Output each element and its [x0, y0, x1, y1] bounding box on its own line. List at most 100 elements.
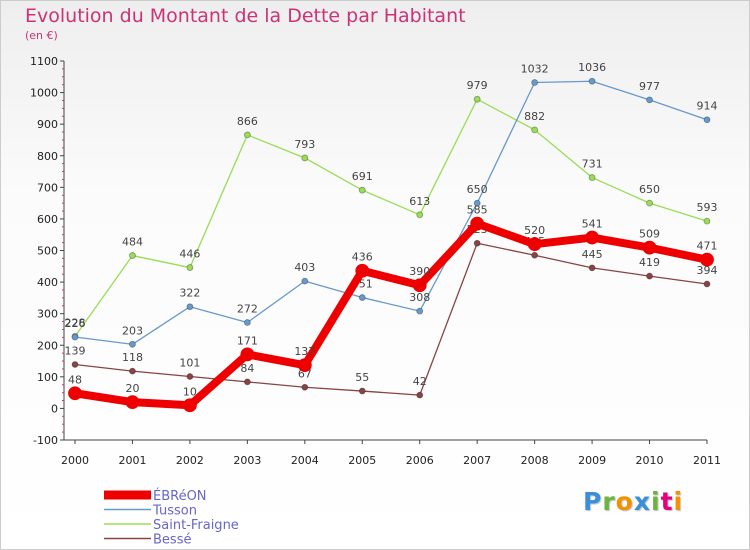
data-point: [473, 239, 481, 247]
y-tick-label: 600: [37, 213, 58, 226]
x-tick-label: 2009: [578, 454, 606, 467]
data-label: 228: [65, 316, 86, 329]
data-label: 484: [122, 236, 143, 249]
data-label: 731: [582, 158, 603, 171]
data-point: [531, 126, 539, 134]
data-label: 1032: [521, 62, 549, 75]
y-tick-label: 1000: [30, 87, 58, 100]
data-point: [646, 96, 653, 104]
logo-letter: x: [633, 487, 651, 516]
x-tick-label: 2006: [406, 454, 434, 467]
x-tick-label: 2003: [233, 454, 261, 467]
y-tick-label: 200: [37, 339, 58, 352]
data-label: 585: [467, 204, 488, 217]
y-tick-label: 1100: [30, 55, 58, 68]
y-tick-label: -100: [33, 434, 58, 447]
data-point: [416, 211, 424, 219]
data-point: [416, 391, 424, 399]
series-0: 228 484 446 866 793 691 613 979 882 731 650 593: [65, 79, 718, 340]
data-point: [585, 230, 599, 245]
data-label: 101: [179, 357, 200, 370]
x-tick-label: 2000: [61, 454, 89, 467]
data-point: [703, 280, 711, 288]
data-label: 509: [639, 228, 660, 241]
x-tick-label: 2004: [291, 454, 319, 467]
x-tick-label: 2007: [463, 454, 491, 467]
data-point: [240, 347, 255, 362]
data-label: 20: [125, 382, 139, 395]
data-point: [297, 358, 312, 373]
data-label: 613: [409, 195, 430, 208]
x-tick-label: 2001: [118, 454, 146, 467]
data-label: 1036: [578, 61, 606, 74]
data-point: [71, 333, 79, 341]
logo-letter: t: [660, 487, 674, 516]
data-point: [129, 252, 136, 259]
series-3: 48 20 10 171 137 436 390 585 520 541 509 471: [68, 204, 718, 413]
data-label: 520: [524, 224, 545, 237]
data-point: [358, 186, 366, 194]
data-point: [588, 174, 596, 181]
data-label: 139: [65, 345, 86, 358]
x-tick-label: 2005: [348, 454, 376, 467]
data-point: [129, 340, 136, 348]
data-label: 171: [237, 334, 258, 347]
logo-letter: r: [602, 487, 616, 516]
data-label: 48: [68, 373, 82, 386]
data-label: 390: [409, 265, 430, 278]
data-point: [186, 264, 194, 271]
x-tick-label: 2002: [176, 454, 204, 467]
data-point: [68, 386, 82, 401]
data-point: [588, 264, 596, 272]
x-tick-label: 2010: [636, 454, 664, 467]
data-point: [301, 154, 309, 162]
data-point: [355, 263, 370, 278]
data-label: 866: [237, 115, 258, 128]
x-tick-label: 2008: [521, 454, 549, 467]
data-label: 419: [639, 256, 660, 269]
data-point: [125, 395, 140, 410]
data-label: 137: [294, 345, 315, 358]
data-point: [646, 199, 653, 207]
data-label: 55: [355, 371, 369, 384]
data-point: [531, 251, 539, 259]
data-point: [412, 278, 427, 293]
data-label: 593: [697, 201, 718, 214]
data-label: 394: [697, 264, 718, 277]
data-label: 42: [413, 375, 427, 388]
data-point: [301, 277, 309, 285]
data-label: 445: [582, 248, 603, 261]
chart-title: Evolution du Montant de la Dette par Hab…: [25, 5, 466, 27]
proxiti-logo: Proxiti: [583, 487, 683, 516]
data-label: 979: [467, 79, 488, 92]
data-label: 436: [352, 251, 373, 264]
legend-label: ÉBRéON: [153, 488, 207, 504]
logo-letter: i: [651, 487, 661, 516]
data-point: [531, 79, 539, 86]
data-point: [646, 272, 653, 280]
data-label: 650: [467, 183, 488, 196]
x-tick-label: 2011: [693, 454, 721, 467]
series-line: [74, 80, 708, 345]
data-label: 84: [240, 362, 254, 375]
data-point: [588, 77, 596, 85]
data-point: [71, 361, 79, 368]
data-point: [642, 240, 657, 255]
data-point: [186, 373, 194, 380]
series-line: [71, 219, 711, 410]
y-tick-label: 700: [37, 181, 58, 194]
data-label: 914: [697, 100, 718, 113]
y-tick-label: 300: [37, 308, 58, 321]
data-label: 977: [639, 80, 660, 93]
data-point: [183, 398, 197, 413]
data-point: [129, 367, 136, 375]
data-point: [473, 199, 481, 207]
y-tick-label: 900: [37, 118, 58, 131]
data-point: [470, 216, 485, 231]
data-label: 882: [524, 110, 545, 123]
chart-subtitle: (en €): [25, 29, 58, 42]
